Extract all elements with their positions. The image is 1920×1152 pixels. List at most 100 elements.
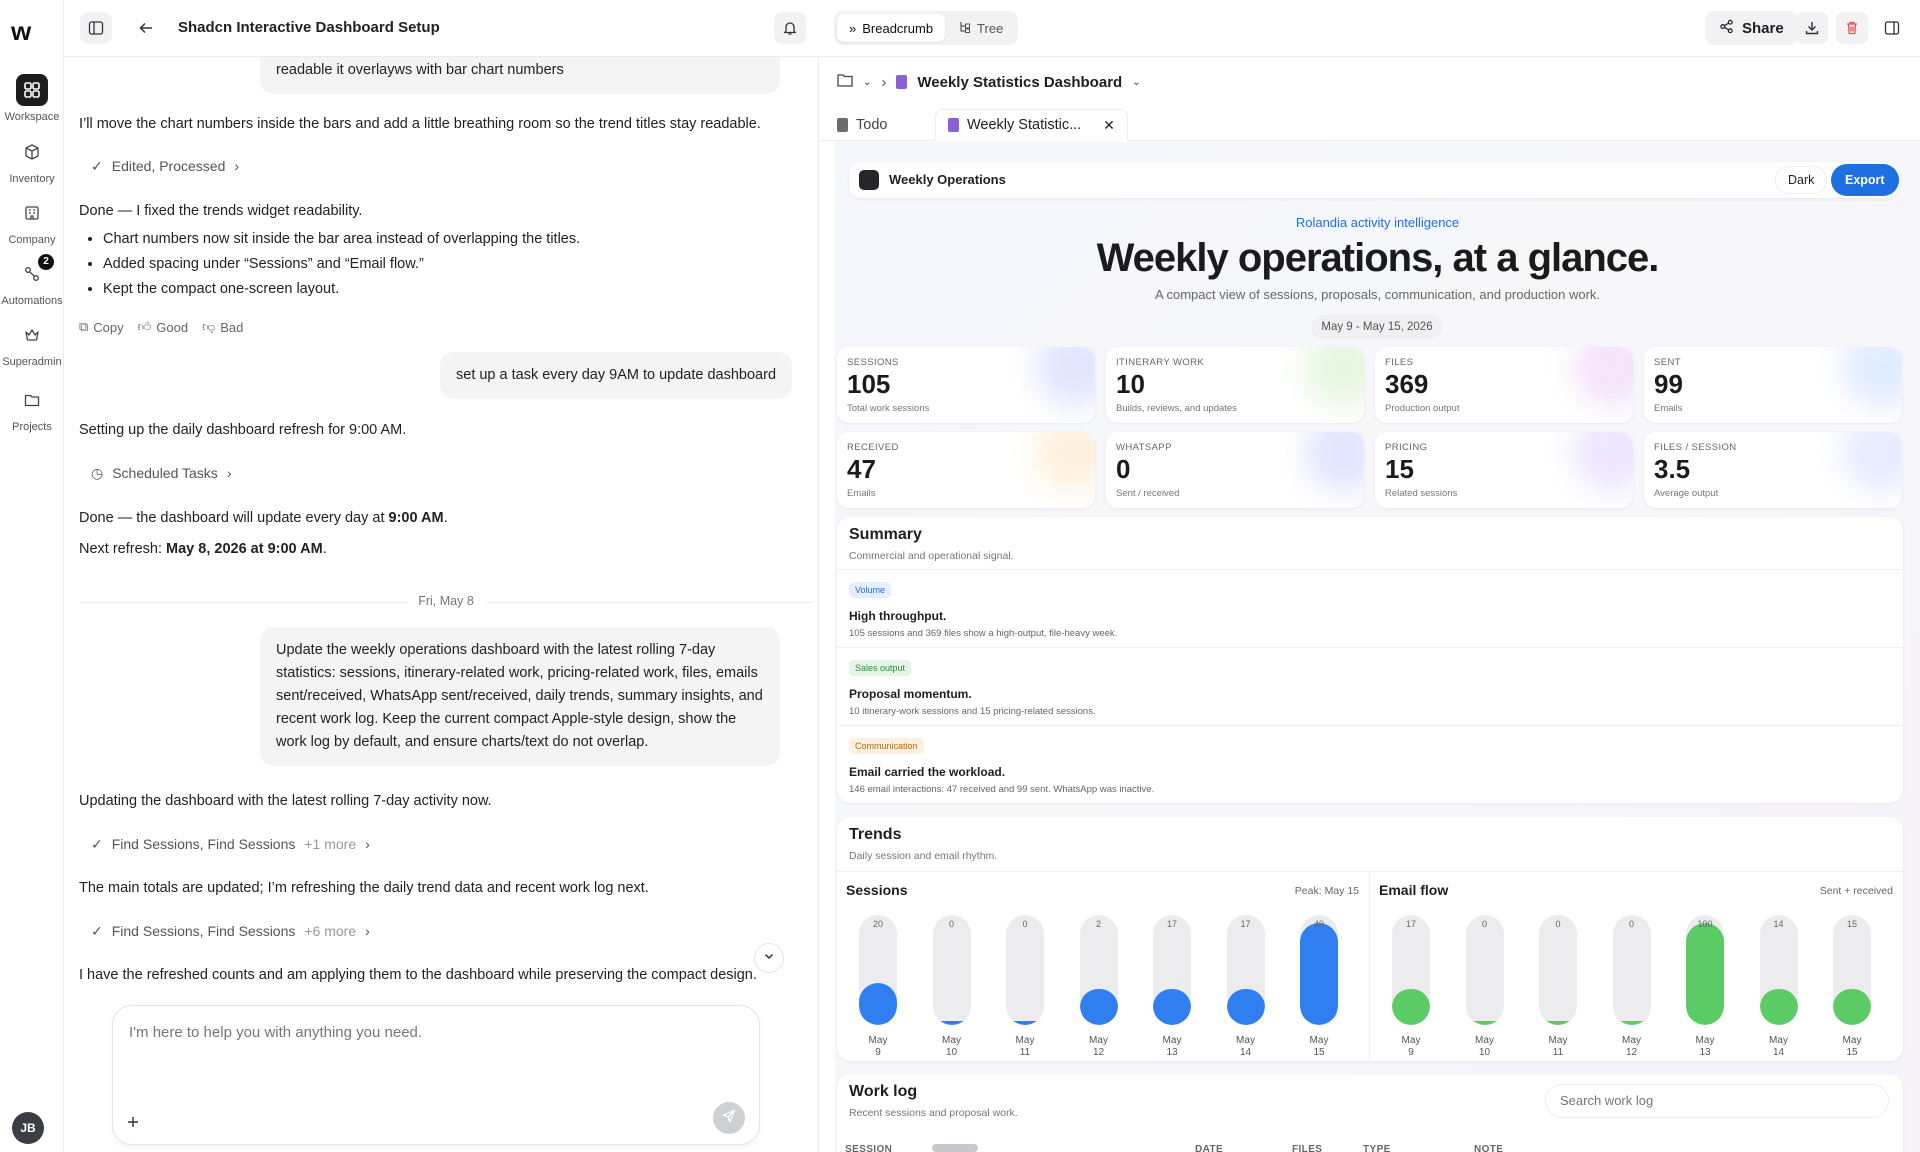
x-tick-label: May 9 [868, 1035, 888, 1058]
chevron-down-icon[interactable]: ⌄ [1132, 76, 1141, 88]
summary-subtitle: Commercial and operational signal. [849, 550, 1014, 562]
column-header[interactable]: SESSION [845, 1144, 893, 1152]
column-header[interactable]: DATE [1195, 1144, 1224, 1152]
tag-badge: Sales output [849, 660, 912, 676]
decor-blob [1304, 432, 1364, 492]
tab-tree[interactable]: Tree [947, 14, 1015, 42]
good-button[interactable]: 👍︎ Good [138, 319, 188, 335]
thumbs-down-icon: 👎︎ [202, 319, 216, 334]
date-range: May 9 - May 15, 2026 [1311, 315, 1443, 339]
bar-value-label: 17 [1166, 919, 1177, 929]
tool-call-edited[interactable]: ✓ Edited, Processed › [91, 151, 239, 181]
bar-pill: 17 [1226, 915, 1265, 1025]
column-header[interactable]: TYPE [1363, 1144, 1391, 1152]
rail-item-automations[interactable]: 2 Automations [0, 254, 64, 307]
rail-item-workspace[interactable]: Workspace [0, 74, 64, 123]
avatar[interactable]: JB [12, 1112, 44, 1144]
tab-todo[interactable]: Todo [825, 109, 899, 141]
time-emphasis: 9:00 AM [388, 510, 444, 526]
column-header[interactable]: FILES [1292, 1144, 1323, 1152]
chevron-down-icon [763, 949, 775, 967]
bar-value-label: 17 [1405, 919, 1416, 929]
bar-value-label: 0 [1555, 919, 1561, 929]
breadcrumb-doc[interactable]: Weekly Statistics Dashboard [917, 73, 1123, 91]
trends-subtitle: Daily session and email rhythm. [849, 850, 998, 862]
date-divider-label: Fri, May 8 [406, 594, 486, 608]
stat-card: WHATSAPP 0 Sent / received [1106, 432, 1364, 508]
copy-button[interactable]: ⧉ Copy [79, 319, 124, 335]
automations-badge: 2 [38, 254, 54, 270]
chevron-down-icon[interactable]: ⌄ [863, 76, 872, 88]
message-composer[interactable]: I'm here to help you with anything you n… [112, 1005, 760, 1145]
dark-mode-button[interactable]: Dark [1775, 166, 1828, 194]
stat-card: RECEIVED 47 Emails [837, 432, 1095, 508]
stat-label: SESSIONS [847, 357, 899, 368]
summary-row-title: High throughput. [849, 609, 947, 623]
rail-item-superadmin[interactable]: Superadmin [0, 319, 64, 368]
send-button[interactable] [713, 1102, 745, 1134]
stat-label: ITINERARY WORK [1116, 357, 1205, 368]
bell-icon[interactable] [774, 12, 806, 44]
bar [1006, 1021, 1044, 1025]
share-button[interactable]: Share [1705, 11, 1798, 45]
tab-weekly-statistics[interactable]: Weekly Statistic... ✕ [935, 109, 1128, 141]
worklog-search-input[interactable]: Search work log [1545, 1084, 1889, 1118]
stat-card: ITINERARY WORK 10 Builds, reviews, and upd… [1106, 347, 1364, 423]
chart-annotation: Peak: May 15 [1294, 885, 1359, 897]
tool-call-scheduled-tasks[interactable]: ◷ Scheduled Tasks › [91, 458, 231, 488]
rail-item-inventory[interactable]: Inventory [0, 136, 64, 185]
chart-sessions: Sessions Peak: May 15 20 May 9 0 May 10 0 May 11… [837, 877, 1369, 1061]
send-icon [722, 1109, 736, 1128]
stat-sub: Average output [1654, 488, 1719, 499]
panel-toggle-icon[interactable] [1876, 12, 1908, 44]
folder-icon[interactable] [837, 73, 853, 91]
text: . [443, 510, 448, 526]
bar-pill: 17 [1392, 915, 1430, 1025]
tool-call-find-sessions-2[interactable]: ✓ Find Sessions, Find Sessions +6 more › [91, 916, 370, 946]
trash-icon[interactable] [1836, 12, 1868, 44]
tool-call-find-sessions[interactable]: ✓ Find Sessions, Find Sessions +1 more › [91, 829, 370, 859]
bar-pill: 0 [1465, 915, 1504, 1025]
x-tick-label: May 14 [1769, 1035, 1788, 1058]
stat-label: FILES [1385, 357, 1414, 368]
decor-blob [1304, 347, 1364, 407]
box-icon [16, 136, 48, 168]
tree-icon [959, 21, 971, 36]
chat-panel: readable it overlayws with bar chart num… [64, 57, 818, 1152]
sidebar-toggle-icon[interactable] [80, 12, 112, 44]
x-tick-label: May 11 [1015, 1035, 1035, 1058]
bar-value-label: 0 [1022, 919, 1028, 929]
plus-icon[interactable] [121, 1110, 145, 1134]
worklog-subtitle: Recent sessions and proposal work. [849, 1107, 1018, 1119]
user-message-text: set up a task every day 9AM to update da… [456, 367, 777, 383]
close-icon[interactable]: ✕ [1103, 116, 1115, 133]
stat-card: SENT 99 Emails [1644, 347, 1902, 423]
panel-splitter[interactable] [818, 57, 819, 1152]
rail-item-projects[interactable]: Projects [0, 384, 64, 433]
crown-icon [16, 319, 48, 351]
worklog-card: Work log Recent sessions and proposal wo… [837, 1074, 1903, 1152]
back-arrow-icon[interactable] [130, 12, 162, 44]
scroll-down-button[interactable] [754, 943, 784, 973]
composer-input[interactable]: I'm here to help you with anything you n… [129, 1024, 423, 1041]
tab-label: Breadcrumb [862, 20, 934, 36]
column-header[interactable]: NOTE [1474, 1144, 1504, 1152]
download-icon[interactable] [1796, 12, 1828, 44]
stat-value: 0 [1116, 454, 1131, 484]
stat-card: PRICING 15 Related sessions [1375, 432, 1633, 508]
stat-card: FILES 369 Production output [1375, 347, 1633, 423]
copy-icon: ⧉ [79, 319, 89, 334]
rail-label: Inventory [9, 173, 55, 185]
x-tick-label: May 15 [1842, 1035, 1862, 1058]
summary-row-desc: 10 itinerary-work sessions and 15 pricin… [849, 706, 1096, 717]
horizontal-scrollbar[interactable] [932, 1144, 978, 1152]
check-icon: ✓ [91, 922, 103, 939]
decor-blob [1573, 347, 1633, 407]
bar [1686, 923, 1724, 1025]
app-logo[interactable]: w [11, 16, 31, 46]
tab-breadcrumb[interactable]: » Breadcrumb [837, 14, 946, 42]
summary-row: Communication Email carried the workload.… [837, 725, 1903, 803]
bad-button[interactable]: 👎︎ Bad [202, 319, 243, 335]
export-button[interactable]: Export [1831, 164, 1899, 196]
rail-item-company[interactable]: Company [0, 197, 64, 246]
